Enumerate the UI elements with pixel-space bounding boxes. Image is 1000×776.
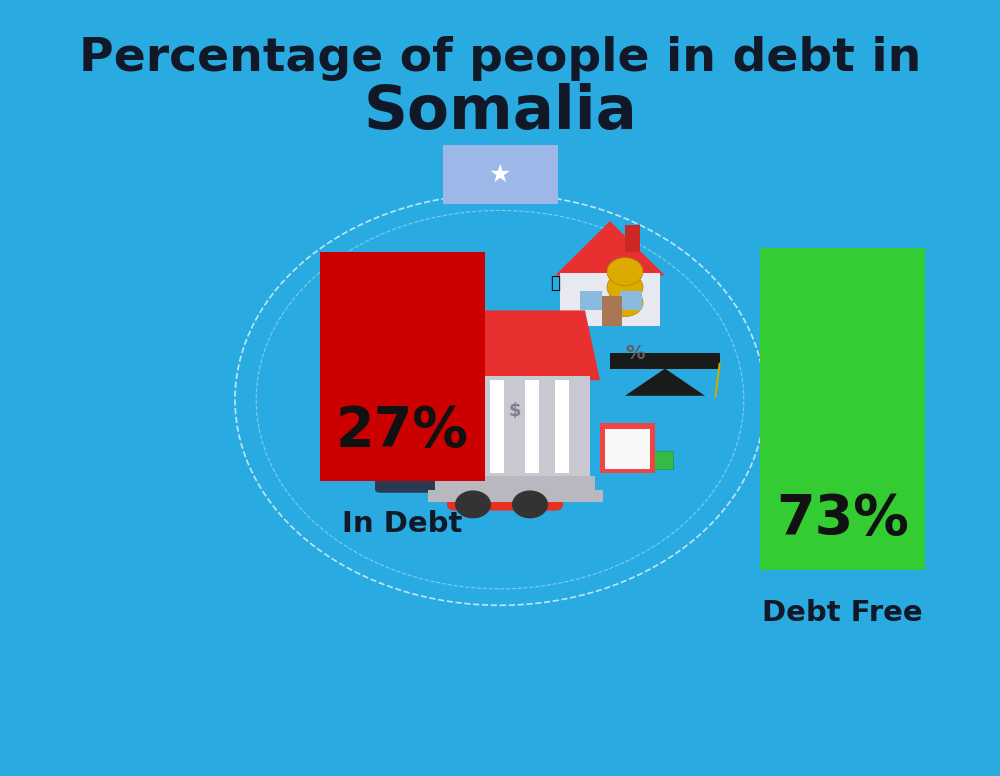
- Text: In Debt: In Debt: [342, 510, 463, 538]
- Bar: [490, 380, 504, 473]
- Bar: [525, 380, 539, 473]
- Text: ★: ★: [489, 163, 511, 186]
- FancyBboxPatch shape: [447, 461, 563, 511]
- Bar: [560, 273, 660, 326]
- Text: 27%: 27%: [336, 404, 469, 458]
- Circle shape: [512, 490, 548, 518]
- Bar: [370, 299, 440, 353]
- Bar: [395, 318, 415, 334]
- Bar: [435, 476, 595, 490]
- Bar: [580, 291, 602, 310]
- Text: $: $: [509, 402, 521, 421]
- Polygon shape: [610, 353, 720, 369]
- Text: ⚕: ⚕: [384, 258, 396, 278]
- Text: $: $: [414, 386, 420, 396]
- Bar: [440, 376, 590, 477]
- Text: %: %: [625, 344, 645, 362]
- Bar: [605, 429, 650, 469]
- Circle shape: [455, 490, 491, 518]
- Polygon shape: [625, 369, 705, 396]
- Bar: [620, 291, 642, 310]
- FancyBboxPatch shape: [468, 448, 543, 485]
- Text: Somalia: Somalia: [363, 83, 637, 142]
- Bar: [385, 379, 450, 404]
- Bar: [395, 439, 443, 458]
- Bar: [428, 490, 602, 502]
- FancyBboxPatch shape: [375, 446, 455, 493]
- Bar: [460, 380, 474, 473]
- Polygon shape: [430, 310, 600, 380]
- Bar: [442, 146, 558, 203]
- Circle shape: [607, 258, 643, 286]
- Bar: [602, 296, 622, 326]
- Bar: [555, 380, 569, 473]
- Circle shape: [480, 450, 530, 489]
- Text: $: $: [430, 414, 436, 424]
- Bar: [625, 225, 640, 252]
- Bar: [405, 464, 425, 473]
- Text: Percentage of people in debt in: Percentage of people in debt in: [79, 36, 921, 81]
- Bar: [600, 423, 655, 473]
- Text: 🔑: 🔑: [550, 274, 560, 293]
- Bar: [393, 393, 458, 417]
- Bar: [440, 451, 488, 469]
- Text: 73%: 73%: [776, 492, 909, 546]
- Text: 🔒: 🔒: [635, 450, 645, 466]
- Text: $: $: [422, 400, 428, 410]
- Polygon shape: [555, 221, 665, 275]
- Bar: [625, 451, 673, 469]
- Circle shape: [607, 273, 643, 301]
- Bar: [401, 407, 466, 431]
- Text: Debt Free: Debt Free: [762, 599, 923, 627]
- Circle shape: [607, 289, 643, 317]
- Bar: [320, 252, 485, 481]
- Bar: [760, 248, 925, 570]
